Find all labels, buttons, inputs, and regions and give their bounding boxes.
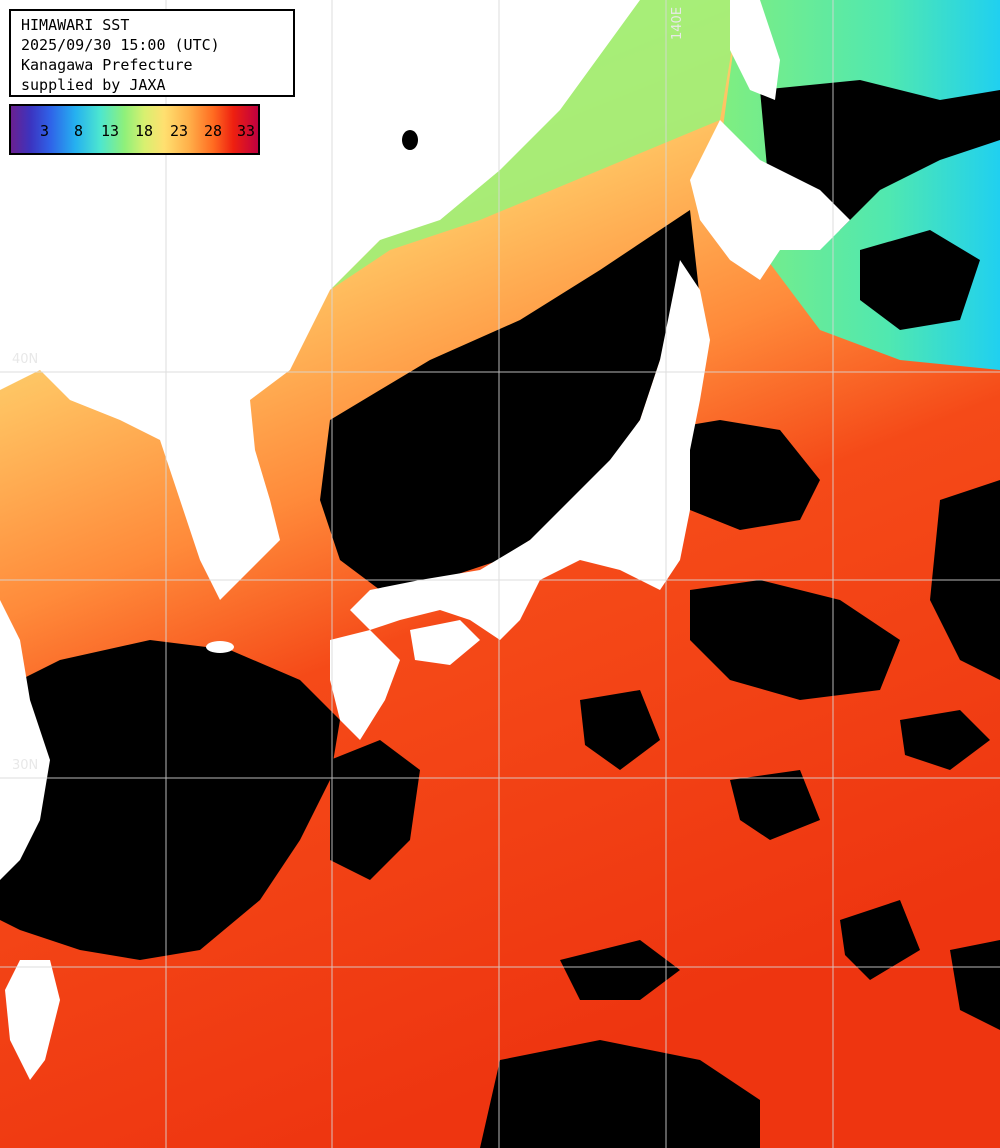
legend-tick: 33 xyxy=(237,122,256,140)
observation-datetime: 2025/09/30 15:00 (UTC) xyxy=(21,36,220,54)
land-island-okinoshima xyxy=(402,130,418,150)
lat-label-40n: 40N xyxy=(12,352,39,367)
legend-tick: 8 xyxy=(74,122,84,140)
legend-tick-labels: 3 8 13 18 23 28 33 xyxy=(11,121,258,141)
product-title: HIMAWARI SST xyxy=(21,16,130,34)
info-box: HIMAWARI SST 2025/09/30 15:00 (UTC) Kana… xyxy=(9,9,295,97)
land-taiwan xyxy=(5,960,60,1080)
region-name: Kanagawa Prefecture xyxy=(21,56,193,74)
land-kyushu xyxy=(330,630,400,740)
lat-label-30n: 30N xyxy=(12,758,39,773)
lon-label-140e: 140E xyxy=(670,6,685,40)
land-island-jeju xyxy=(206,641,234,653)
legend-tick: 18 xyxy=(135,122,154,140)
color-scale-legend: 3 8 13 18 23 28 33 xyxy=(9,104,260,155)
legend-tick: 3 xyxy=(40,122,50,140)
land-hokkaido xyxy=(690,120,850,280)
legend-tick: 13 xyxy=(101,122,120,140)
legend-tick: 28 xyxy=(204,122,223,140)
land-china-coast xyxy=(0,600,50,880)
land-honshu xyxy=(350,260,710,640)
data-credit: supplied by JAXA xyxy=(21,76,166,94)
land-sakhalin xyxy=(730,0,780,100)
cloud-mask xyxy=(0,80,1000,1148)
land-shikoku xyxy=(410,620,480,665)
legend-tick: 23 xyxy=(170,122,189,140)
